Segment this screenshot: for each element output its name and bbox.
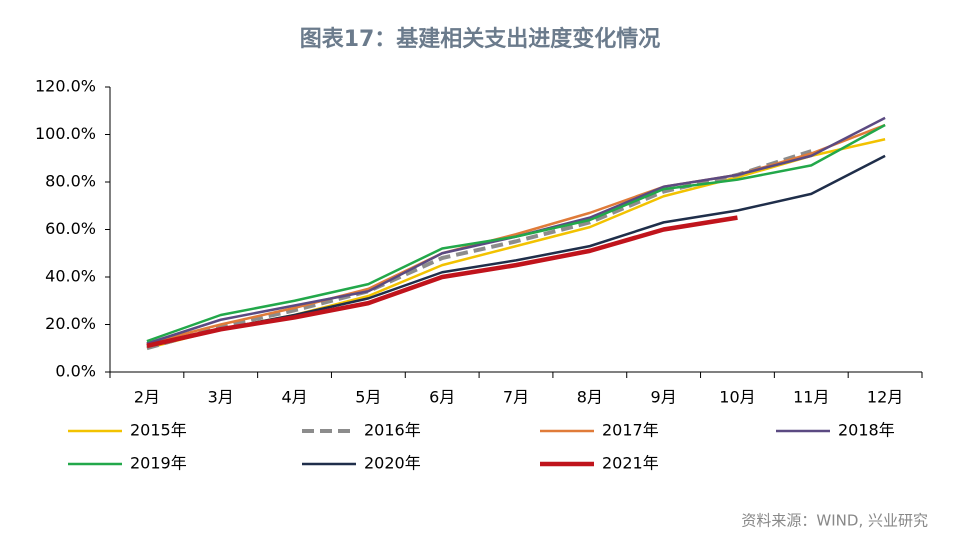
legend-label: 2015年 <box>130 421 187 440</box>
x-tick-label: 8月 <box>577 388 603 407</box>
x-tick-label: 6月 <box>429 388 455 407</box>
y-tick-label: 40.0% <box>45 267 96 286</box>
source-note: 资料来源：WIND, 兴业研究 <box>741 512 928 530</box>
x-tick-label: 4月 <box>281 388 307 407</box>
legend-label: 2018年 <box>838 421 895 440</box>
x-tick-label: 2月 <box>134 388 160 407</box>
y-tick-label: 100.0% <box>35 124 96 143</box>
series-line <box>146 123 886 345</box>
x-tick-label: 12月 <box>867 388 903 407</box>
legend-label: 2021年 <box>602 454 659 473</box>
x-tick-label: 3月 <box>208 388 234 407</box>
y-tick-label: 60.0% <box>45 219 96 238</box>
x-tick-label: 5月 <box>355 388 381 407</box>
x-tick-label: 9月 <box>651 388 677 407</box>
y-tick-label: 120.0% <box>35 77 96 96</box>
legend-label: 2019年 <box>130 454 187 473</box>
x-tick-label: 10月 <box>719 388 755 407</box>
x-tick-label: 11月 <box>793 388 829 407</box>
legend-label: 2016年 <box>364 421 421 440</box>
y-tick-label: 80.0% <box>45 172 96 191</box>
y-tick-label: 0.0% <box>55 362 96 381</box>
y-tick-label: 20.0% <box>45 314 96 333</box>
legend-label: 2017年 <box>602 421 659 440</box>
series-line <box>146 123 886 343</box>
series-line <box>146 116 886 345</box>
legend-label: 2020年 <box>364 454 421 473</box>
chart-title: 图表17：基建相关支出进度变化情况 <box>300 26 661 52</box>
x-tick-label: 7月 <box>503 388 529 407</box>
series-line <box>146 215 738 349</box>
